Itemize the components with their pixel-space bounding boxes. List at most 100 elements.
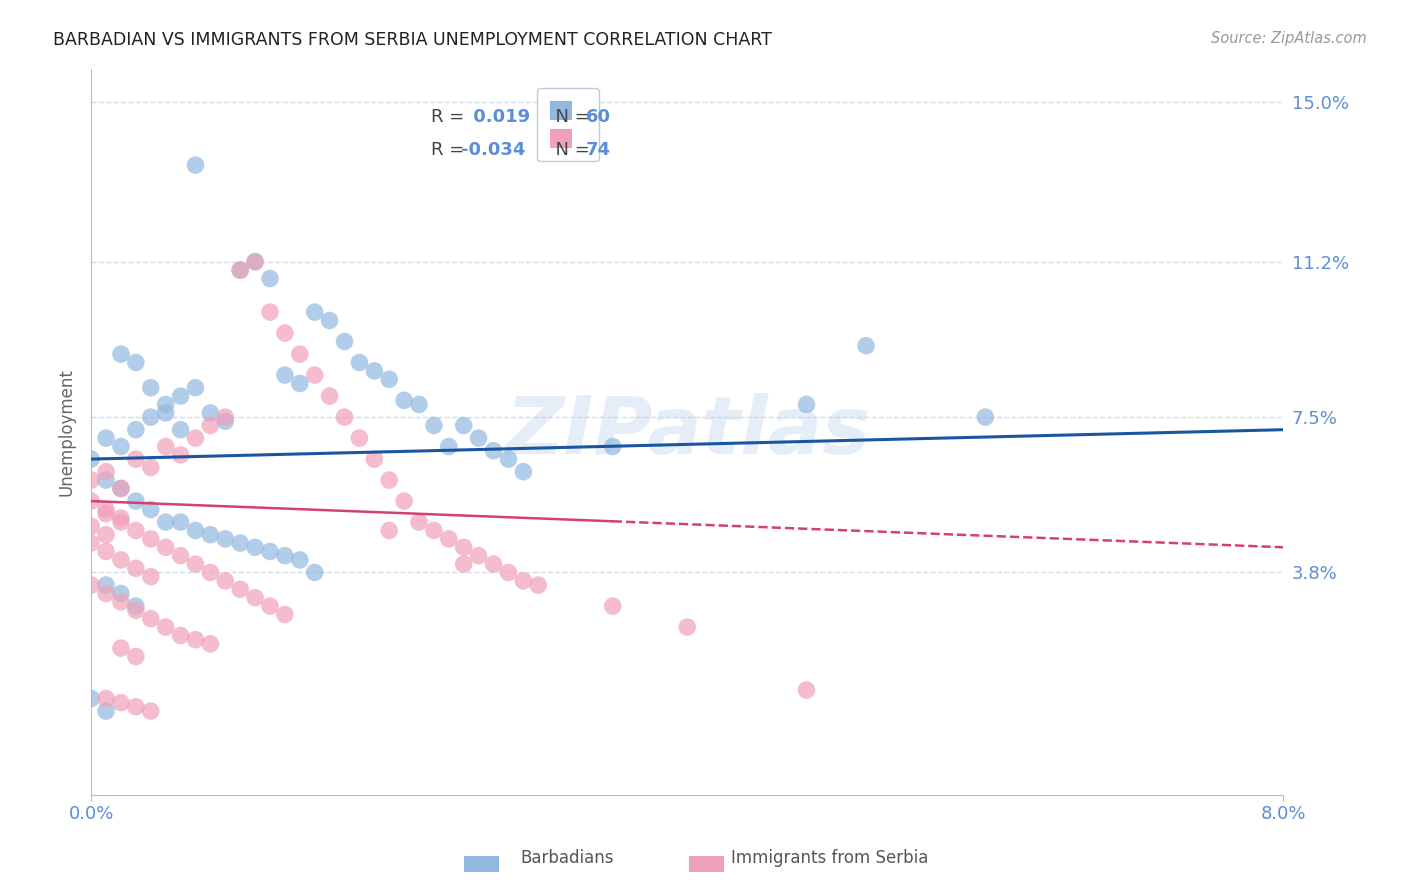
Point: [139, 410, 162, 425]
Point: [184, 431, 207, 445]
Point: [288, 376, 311, 391]
Point: [169, 549, 191, 563]
Point: [378, 473, 401, 487]
Point: [378, 372, 401, 386]
Point: [155, 440, 177, 454]
Point: [229, 582, 252, 597]
Point: [408, 397, 430, 411]
Point: [288, 347, 311, 361]
Point: [139, 460, 162, 475]
Point: [288, 553, 311, 567]
Point: [602, 599, 624, 613]
Point: [437, 440, 460, 454]
Point: [392, 494, 415, 508]
Point: [482, 557, 505, 571]
Point: [94, 586, 117, 600]
Point: [169, 423, 191, 437]
Point: [110, 641, 132, 656]
Point: [94, 502, 117, 516]
Point: [110, 511, 132, 525]
Point: [512, 465, 534, 479]
Point: [243, 254, 266, 268]
Point: [453, 541, 475, 555]
Point: [214, 414, 236, 428]
Point: [437, 532, 460, 546]
Point: [184, 557, 207, 571]
Point: [169, 448, 191, 462]
Point: [214, 532, 236, 546]
Point: [259, 305, 281, 319]
Point: [110, 553, 132, 567]
Legend: , : ,: [537, 88, 599, 161]
Point: [363, 364, 385, 378]
Point: [155, 620, 177, 634]
Point: [139, 704, 162, 718]
Point: [274, 549, 297, 563]
Point: [169, 515, 191, 529]
Point: [259, 544, 281, 558]
Point: [80, 473, 103, 487]
Text: ZIPatlas: ZIPatlas: [505, 392, 870, 471]
Text: -0.034: -0.034: [461, 141, 524, 159]
Point: [94, 527, 117, 541]
Point: [304, 566, 326, 580]
Point: [155, 406, 177, 420]
Point: [94, 544, 117, 558]
Point: [200, 566, 222, 580]
Point: [169, 389, 191, 403]
Text: N =: N =: [544, 141, 596, 159]
Point: [796, 397, 818, 411]
Point: [125, 452, 148, 467]
Point: [512, 574, 534, 588]
Point: [482, 443, 505, 458]
Point: [80, 452, 103, 467]
Point: [467, 549, 489, 563]
Point: [169, 628, 191, 642]
Point: [139, 502, 162, 516]
Point: [155, 515, 177, 529]
Point: [392, 393, 415, 408]
Point: [139, 381, 162, 395]
Text: 74: 74: [586, 141, 612, 159]
Point: [214, 574, 236, 588]
Point: [125, 561, 148, 575]
Point: [125, 599, 148, 613]
Point: [855, 339, 877, 353]
Point: [125, 699, 148, 714]
Point: [110, 482, 132, 496]
Point: [139, 570, 162, 584]
Point: [155, 397, 177, 411]
Point: [184, 524, 207, 538]
Point: [274, 368, 297, 383]
Point: [259, 271, 281, 285]
Point: [110, 440, 132, 454]
Point: [974, 410, 997, 425]
Point: [200, 637, 222, 651]
Point: [80, 691, 103, 706]
Point: [80, 536, 103, 550]
Text: 0.019: 0.019: [467, 109, 530, 127]
Point: [408, 515, 430, 529]
Point: [378, 524, 401, 538]
Text: Barbadians: Barbadians: [520, 849, 614, 867]
Point: [796, 683, 818, 698]
Point: [243, 591, 266, 605]
Point: [453, 418, 475, 433]
Point: [125, 603, 148, 617]
Point: [80, 578, 103, 592]
Point: [125, 524, 148, 538]
Point: [184, 381, 207, 395]
Point: [125, 649, 148, 664]
Point: [94, 691, 117, 706]
Point: [94, 473, 117, 487]
Point: [80, 494, 103, 508]
Point: [304, 368, 326, 383]
Point: [274, 326, 297, 340]
Point: [349, 431, 371, 445]
Point: [80, 519, 103, 533]
Point: [423, 524, 446, 538]
Point: [527, 578, 550, 592]
Point: [125, 423, 148, 437]
Point: [498, 452, 520, 467]
Point: [214, 410, 236, 425]
